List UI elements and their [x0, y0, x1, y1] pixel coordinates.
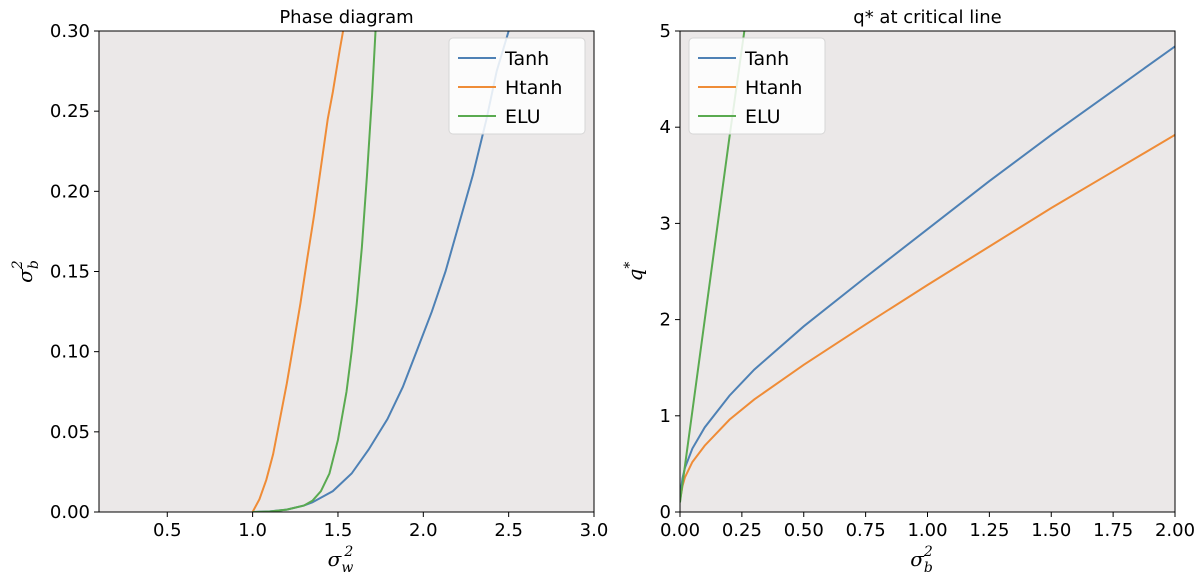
legend-label-tanh: Tanh	[504, 48, 549, 70]
chart-title: Phase diagram	[279, 7, 413, 28]
y-axis-label-sub: b	[26, 260, 42, 269]
x-axis-label-sub: b	[924, 560, 933, 576]
y-tick-label: 0	[660, 502, 671, 523]
x-tick-label: 1.5	[324, 520, 353, 541]
y-tick-label: 0.00	[50, 502, 90, 523]
y-axis-label-base: σ	[13, 268, 37, 283]
legend-label-htanh: Htanh	[745, 77, 802, 99]
legend: Tanh Htanh ELU	[688, 37, 826, 135]
series-line-elu	[252, 31, 377, 512]
x-axis-label-sup: 2	[343, 544, 353, 560]
chart-title: q* at critical line	[853, 7, 1001, 28]
y-axis-label: σb2	[10, 260, 42, 283]
series-line-tanh	[680, 45, 1175, 498]
series-line-htanh	[251, 31, 345, 512]
x-tick-label: 2.00	[1155, 520, 1195, 541]
y-tick-label: 0.25	[50, 101, 90, 122]
x-tick-label: 1.25	[969, 520, 1009, 541]
y-tick-label: 0.05	[50, 422, 90, 443]
x-axis-label-base: σ	[328, 547, 343, 571]
x-axis-label-sub: w	[341, 560, 353, 576]
x-tick-label: 2.0	[409, 520, 438, 541]
y-tick-label: 0.15	[50, 262, 90, 283]
x-axis-label-base: σ	[910, 547, 925, 571]
legend-label-elu: ELU	[505, 106, 541, 128]
y-axis-label-sup: 2	[10, 260, 26, 270]
x-tick-label: 1.50	[1031, 520, 1071, 541]
y-tick-label: 0.10	[50, 342, 90, 363]
legend: Tanh Htanh ELU	[448, 37, 586, 135]
x-tick-label: 0.50	[784, 520, 824, 541]
x-tick-label: 0.25	[722, 520, 762, 541]
legend-label-elu: ELU	[745, 106, 781, 128]
legend-label-tanh: Tanh	[744, 48, 789, 70]
x-tick-label: 2.5	[494, 520, 523, 541]
legend-label-htanh: Htanh	[505, 77, 562, 99]
y-tick-label: 2	[660, 310, 671, 331]
x-tick-label: 0.5	[153, 520, 182, 541]
x-tick-label: 1.0	[238, 520, 267, 541]
y-axis-label: q*	[622, 262, 647, 282]
y-tick-label: 0.30	[50, 21, 90, 42]
y-tick-label: 0.20	[50, 181, 90, 202]
legend-box	[688, 37, 826, 135]
x-tick-label: 0.75	[846, 520, 886, 541]
y-tick-label: 1	[660, 406, 671, 427]
y-tick-label: 4	[660, 117, 671, 138]
y-axis-label-sup: *	[622, 262, 638, 269]
legend-box	[448, 37, 586, 135]
x-axis-label: σb2	[910, 544, 933, 576]
q-star-panel: 0.00 0.25 0.50 0.75 1.00 1.25 1.50 1.75 2.00 0 1 2 3…	[622, 7, 1195, 576]
x-tick-label: 0.00	[660, 520, 700, 541]
x-tick-label: 1.00	[907, 520, 947, 541]
x-axis-label: σw2	[328, 544, 354, 576]
series-line-htanh	[680, 134, 1175, 501]
x-tick-label: 3.0	[580, 520, 609, 541]
x-axis-label-sup: 2	[923, 544, 933, 560]
y-tick-label: 3	[660, 213, 671, 234]
phase-diagram-panel: 0.5 1.0 1.5 2.0 2.5 3.0 0.00 0.05 0.10 0.15 0.20 0.…	[10, 7, 608, 576]
y-axis-label-base: q	[623, 269, 647, 282]
x-tick-label: 1.75	[1093, 520, 1133, 541]
y-tick-label: 5	[660, 21, 671, 42]
